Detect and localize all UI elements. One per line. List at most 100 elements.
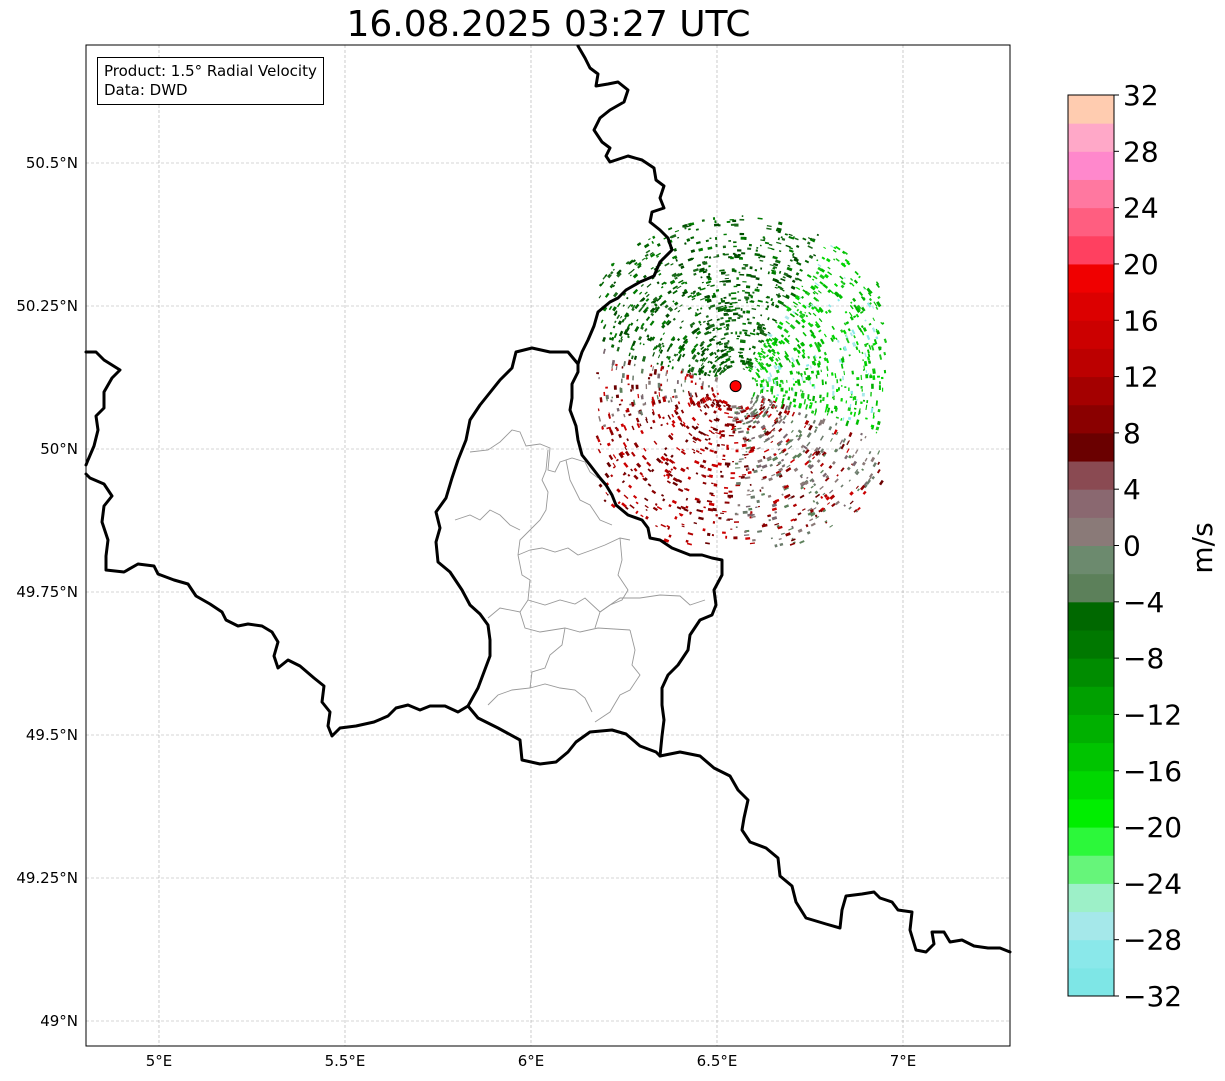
radar-echo xyxy=(724,423,730,427)
radar-echo xyxy=(801,295,805,299)
radar-echo xyxy=(631,384,634,389)
radar-echo xyxy=(636,422,641,429)
radar-echo xyxy=(715,243,718,248)
radar-echo xyxy=(765,307,769,311)
colorbar-swatch xyxy=(1068,320,1114,349)
radar-echo xyxy=(765,301,769,304)
radar-echo xyxy=(645,515,649,520)
radar-echo xyxy=(865,374,869,379)
radar-echo xyxy=(664,447,668,451)
radar-echo xyxy=(766,305,770,309)
radar-echo xyxy=(824,520,828,523)
radar-echo xyxy=(658,294,663,299)
radar-echo xyxy=(675,411,679,416)
radar-echo xyxy=(610,503,616,509)
radar-echo xyxy=(871,383,874,389)
radar-echo xyxy=(747,467,750,471)
radar-echo xyxy=(674,404,679,410)
colorbar-tick-label: 4 xyxy=(1123,473,1141,506)
colorbar-swatch xyxy=(1068,742,1114,772)
radar-echo xyxy=(687,476,692,480)
radar-echo xyxy=(621,318,625,323)
radar-echo xyxy=(705,315,709,319)
radar-echo xyxy=(658,346,662,352)
radar-echo xyxy=(666,525,670,528)
radar-echo xyxy=(825,496,831,501)
radar-echo xyxy=(878,385,881,391)
radar-echo xyxy=(733,285,738,288)
lon-tick-label: 5.5°E xyxy=(325,1052,366,1070)
radar-echo xyxy=(640,297,646,302)
colorbar-swatch xyxy=(1068,348,1114,378)
radar-echo xyxy=(766,455,772,461)
radar-echo xyxy=(787,334,791,338)
radar-echo xyxy=(800,444,805,449)
radar-echo xyxy=(702,481,707,485)
radar-echo xyxy=(650,253,656,258)
radar-echo xyxy=(740,339,746,342)
radar-echo xyxy=(814,426,818,429)
radar-echo xyxy=(687,390,691,397)
radar-echo xyxy=(875,281,880,285)
radar-echo xyxy=(792,311,796,314)
radar-echo xyxy=(739,331,742,335)
radar-echo xyxy=(842,417,845,421)
radar-echo xyxy=(868,322,872,326)
radar-echo xyxy=(647,483,652,487)
radar-echo xyxy=(807,454,812,459)
radar-echo xyxy=(760,267,763,270)
radar-echo xyxy=(853,411,857,417)
radar-echo xyxy=(763,342,766,347)
radar-echo xyxy=(807,394,810,400)
radar-echo xyxy=(812,238,816,241)
radar-echo xyxy=(791,252,795,257)
radar-echo xyxy=(601,426,605,430)
radar-echo xyxy=(877,295,881,300)
radar-echo xyxy=(843,345,848,352)
radar-echo xyxy=(812,355,817,362)
radar-echo xyxy=(770,386,774,389)
radar-echo xyxy=(726,519,731,521)
radar-echo xyxy=(640,514,644,518)
radar-echo xyxy=(779,287,784,291)
radar-echo xyxy=(856,506,861,511)
radar-echo xyxy=(652,235,656,240)
radar-echo xyxy=(776,380,779,384)
radar-echo xyxy=(708,256,712,259)
radar-echo xyxy=(602,336,606,342)
radar-echo xyxy=(778,467,784,472)
radar-echo xyxy=(748,243,752,247)
radar-echo xyxy=(778,362,783,368)
radar-echo xyxy=(680,409,685,414)
radar-echo xyxy=(609,430,614,436)
colorbar-tick-label: 8 xyxy=(1123,417,1141,450)
radar-echo xyxy=(854,270,859,276)
radar-echo xyxy=(621,373,625,378)
radar-echo xyxy=(856,383,859,387)
radar-echo xyxy=(764,241,770,245)
radar-echo xyxy=(669,279,676,285)
radar-echo xyxy=(666,422,669,426)
radar-echo xyxy=(798,430,803,434)
radar-echo xyxy=(629,504,635,509)
colorbar-swatch xyxy=(1068,573,1114,603)
radar-echo xyxy=(780,401,784,408)
radar-echo xyxy=(819,281,824,285)
radar-echo xyxy=(744,406,750,411)
radar-echo xyxy=(756,286,759,289)
radar-echo xyxy=(810,402,813,407)
radar-echo xyxy=(636,318,639,322)
colorbar-swatch xyxy=(1068,827,1114,856)
radar-echo xyxy=(844,251,848,255)
radar-echo xyxy=(681,281,686,285)
radar-echo xyxy=(619,387,623,393)
radar-echo xyxy=(645,508,648,512)
radar-echo xyxy=(868,290,873,295)
radar-echo xyxy=(625,506,629,510)
radar-echo xyxy=(783,504,790,509)
radar-echo xyxy=(771,423,776,427)
radar-echo xyxy=(812,275,818,280)
radar-echo xyxy=(723,326,726,328)
radar-echo xyxy=(744,530,747,534)
radar-echo xyxy=(853,304,858,309)
